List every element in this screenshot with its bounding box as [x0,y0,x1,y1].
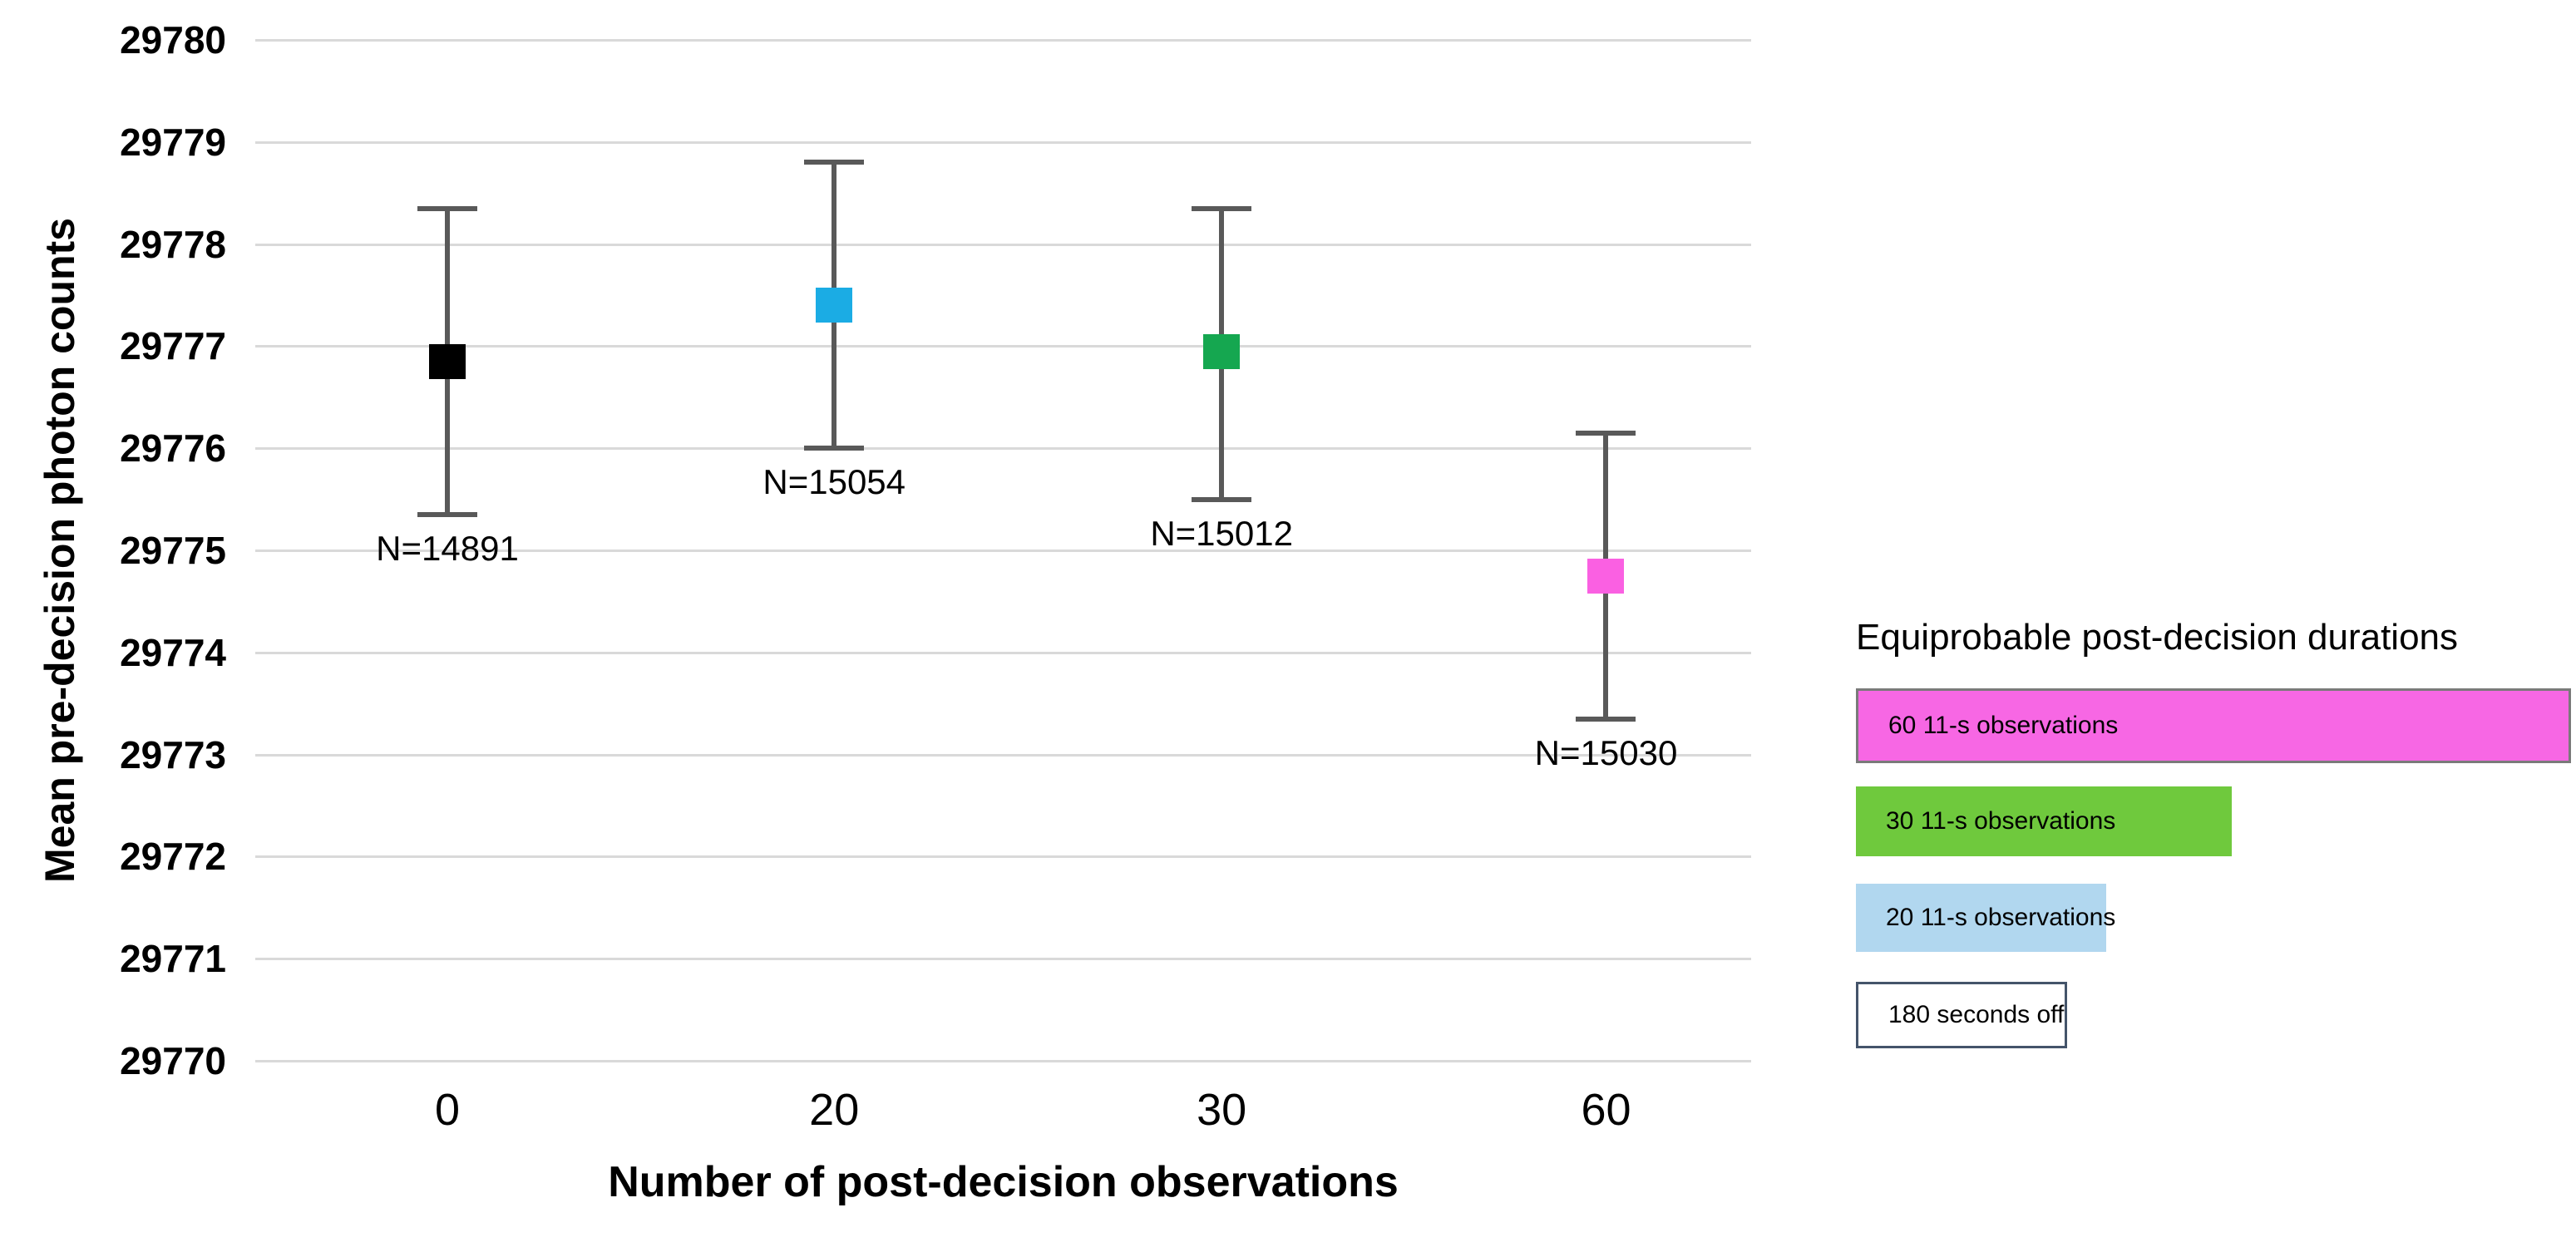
legend-item: 20 11-s observations [1856,884,2115,952]
x-tick-label: 20 [809,1085,860,1135]
y-tick-label: 29773 [120,732,226,776]
plot-area: N=14891 N=15054 N=15012 N=15030 [255,39,1751,1062]
error-bar-cap-top [417,205,477,211]
y-tick-label: 29771 [120,937,226,981]
legend-item: 30 11-s observations [1856,786,2232,856]
sample-size-label: N=15030 [1534,732,1678,772]
y-tick-label: 29777 [120,324,226,368]
gridline [255,243,1751,246]
sample-size-label: N=15012 [1150,513,1293,553]
gridline [255,958,1751,961]
error-bar-cap-top [1192,205,1252,211]
y-tick-label: 29776 [120,426,226,471]
legend-item: 60 11-s observations [1856,688,2571,763]
y-tick-label: 29772 [120,835,226,879]
data-point-marker [1587,558,1625,594]
y-tick-label: 29775 [120,529,226,572]
gridline [255,447,1751,451]
error-bar-cap-bottom [804,446,865,451]
legend-item-label: 20 11-s observations [1886,904,2116,931]
gridline [255,1060,1751,1062]
error-bar-cap-bottom [1576,716,1636,722]
y-tick-label: 29770 [120,1039,226,1082]
data-point-marker [1203,333,1241,369]
legend-title: Equiprobable post-decision durations [1856,617,2459,658]
legend-item-label: 180 seconds off [1888,1001,2065,1028]
x-tick-label: 60 [1581,1085,1631,1135]
sample-size-label: N=14891 [376,529,519,569]
gridline [255,753,1751,757]
legend-item-label: 30 11-s observations [1886,807,2116,835]
error-bar-cap-top [1576,430,1636,436]
gridline [255,550,1751,552]
y-tick-label: 29778 [120,222,226,266]
x-tick-label: 0 [434,1085,460,1135]
gridline [255,140,1751,144]
y-tick-label: 29780 [120,18,226,62]
legend: Equiprobable post-decision durations 60 … [1856,617,2576,1048]
error-bar-cap-top [804,160,865,165]
error-bar-cap-bottom [417,512,477,518]
sample-size-label: N=15054 [762,462,906,502]
gridline [255,345,1751,348]
x-tick-label: 30 [1197,1085,1247,1135]
legend-item: 180 seconds off [1856,982,2067,1048]
gridline [255,39,1751,42]
data-point-marker [816,288,853,323]
gridline [255,855,1751,859]
gridline [255,651,1751,654]
legend-item-label: 60 11-s observations [1888,712,2119,739]
error-bar-cap-bottom [1192,496,1252,502]
y-tick-label: 29774 [120,630,226,674]
y-tick-label: 29779 [120,120,226,164]
legend-items: 60 11-s observations 30 11-s observations… [1856,688,2576,1048]
data-point-marker [428,343,466,379]
x-axis-title: Number of post-decision observations [608,1158,1399,1206]
